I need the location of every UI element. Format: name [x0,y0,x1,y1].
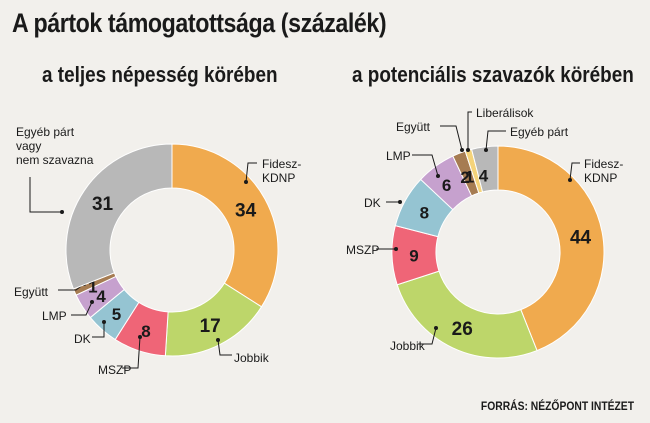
callout-line-jobbik [217,339,232,356]
slice-fidesz-kdnp [497,145,605,352]
chart-title: A pártok támogatottsága (százalék) [12,8,387,38]
value-label-jobbik: 26 [452,319,473,340]
callout-dot-lmp [90,300,94,304]
value-label-fidesz-kdnp: 44 [570,227,592,248]
callout-line-lmp [71,301,93,316]
callout-dot-fidesz-kdnp [568,178,572,182]
callout-line-lmp [412,154,439,177]
value-label-egyeb-part: 4 [479,167,489,186]
category-label-lmp: LMP [42,309,67,323]
slice-fidesz-kdnp [171,143,279,308]
donut-chart-2: 44 Fidesz-KDNP 26 Jobbik 9 MSZP 8 DK 6 LMP 2 Együtt… [346,106,623,359]
slice-egyeb-part-vagy-nem-szavazna [65,143,173,290]
value-label-dk: 5 [112,305,121,324]
value-label-liberalisok: 1 [465,167,474,186]
category-label-dk: DK [74,332,91,346]
slice-egyeb-part [471,145,499,193]
callout-dot-liberalisok [466,148,470,152]
value-label-egyutt: 1 [88,277,97,296]
callout-dot-mszp [138,335,142,339]
callout-dot-mszp [394,247,398,251]
value-label-lmp: 4 [96,287,106,306]
value-label-mszp: 9 [409,247,418,266]
value-label-egyutt: 2 [460,168,469,187]
category-label-fidesz-kdnp: Fidesz-KDNP [262,157,301,185]
callout-line-dk [92,322,105,338]
right-chart-subtitle: a potenciális szavazók körében [352,62,634,87]
callout-dot-egyeb-part-vagy-nem-szavazna [60,210,64,214]
callout-dot-egyutt [460,148,464,152]
category-label-jobbik: Jobbik [234,351,270,365]
value-label-egyeb-part-vagy-nem-szavazna: 31 [92,194,114,215]
source-credit: FORRÁS: NÉZŐPONT INTÉZET [480,399,634,413]
slice-jobbik [396,270,538,359]
callout-dot-jobbik [434,326,438,330]
category-label-lmp: LMP [386,149,411,163]
callout-dot-fidesz-kdnp [244,180,248,184]
callout-line-jobbik [418,327,437,345]
callout-dot-dk [398,200,402,204]
callout-line-egyeb-part-vagy-nem-szavazna [29,177,62,213]
value-label-lmp: 6 [442,176,451,195]
value-label-mszp: 8 [141,322,150,341]
callout-dot-jobbik [216,338,220,342]
category-label-liberalisok: Liberálisok [476,106,534,120]
value-label-fidesz-kdnp: 34 [235,201,257,222]
callout-line-fidesz-kdnp [245,162,257,183]
callout-line-egyeb-part [485,130,506,151]
callout-line-fidesz-kdnp [569,162,580,181]
callout-dot-dk [102,320,106,324]
left-chart-subtitle: a teljes népesség körében [42,62,278,87]
callout-dot-egyeb-part [484,148,488,152]
value-label-dk: 8 [420,204,429,223]
category-label-dk: DK [364,196,381,210]
value-label-jobbik: 17 [200,316,221,337]
category-label-egyutt: Együtt [396,120,431,134]
category-label-egyutt: Együtt [14,285,49,299]
category-label-jobbik: Jobbik [390,339,426,353]
category-label-fidesz-kdnp: Fidesz-KDNP [584,157,623,185]
category-label-egyeb-part-vagy-nem-szavazna: Egyéb párt vagy nem szavazna [16,125,94,167]
category-label-egyeb-part: Egyéb párt [510,125,569,139]
callout-line-egyutt [440,125,463,151]
callout-line-mszp [122,336,141,369]
category-label-mszp: MSZP [98,363,131,377]
callout-dot-lmp [436,174,440,178]
category-label-mszp: MSZP [346,243,379,257]
callout-line-liberalisok [467,111,472,150]
